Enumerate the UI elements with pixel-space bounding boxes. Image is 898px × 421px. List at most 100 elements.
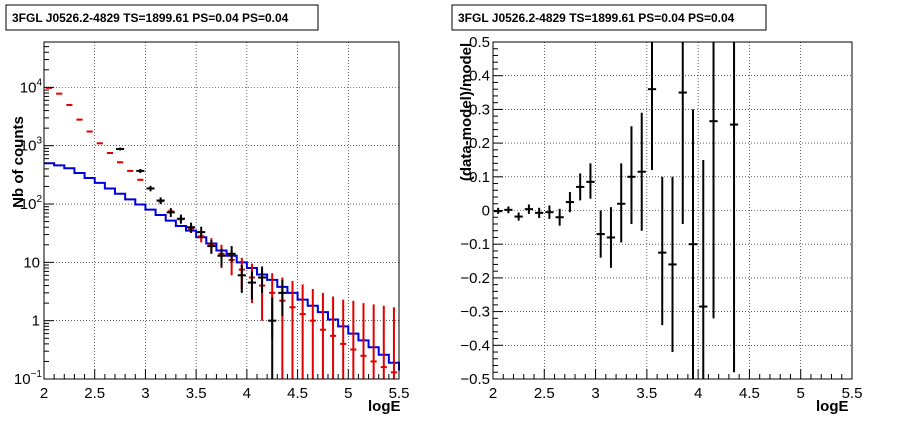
left-title: 3FGL J0526.2-4829 TS=1899.61 PS=0.04 PS=… [12, 11, 289, 25]
right-ytick-label: −0.3 [460, 304, 490, 321]
residual-point [617, 163, 626, 243]
data-point [258, 266, 267, 293]
data-point [116, 147, 125, 151]
left-ytick-label: 1 [32, 313, 40, 330]
red-model-point [86, 130, 93, 133]
residual-point [658, 176, 667, 326]
red-model-point [380, 305, 387, 379]
left-xtick-label: 4.5 [287, 385, 308, 402]
red-model-point [96, 142, 103, 145]
data-point [176, 214, 185, 224]
red-model-point [289, 280, 296, 379]
right-xtick-label: 2.5 [534, 385, 555, 402]
left-xtick-label: 5.5 [389, 385, 410, 402]
right-title-box: 3FGL J0526.2-4829 TS=1899.61 PS=0.04 PS=… [451, 4, 767, 31]
data-point [247, 271, 256, 300]
right-ytick-label: −0.5 [460, 371, 490, 388]
residual-point [606, 207, 616, 268]
residual-point [668, 176, 677, 353]
right-ytick-label: 0.4 [469, 68, 490, 85]
left-ylabel: Nb of counts [10, 116, 27, 208]
data-point [217, 248, 226, 267]
left-title-box: 3FGL J0526.2-4829 TS=1899.61 PS=0.04 PS=… [5, 4, 319, 31]
residual-point [514, 212, 523, 221]
red-model-point [127, 169, 134, 172]
residual-point [678, 42, 687, 224]
right-title: 3FGL J0526.2-4829 TS=1899.61 PS=0.04 PS=… [458, 11, 735, 25]
residual-point [596, 210, 605, 258]
data-point [136, 168, 145, 174]
right-ytick-label: −0.1 [460, 236, 490, 253]
red-model-point [360, 303, 367, 379]
red-model-point [117, 161, 124, 164]
left-ytick-label: 103 [20, 136, 43, 155]
red-model-point [370, 304, 377, 379]
right-xtick-label: 4.5 [739, 385, 760, 402]
residual-point [545, 205, 554, 219]
residual-point [555, 208, 564, 226]
right-ytick-label: −0.4 [460, 337, 490, 354]
red-model-point [106, 151, 113, 154]
data-point [278, 279, 287, 317]
left-ytick-label: 102 [20, 194, 43, 213]
left-xtick-label: 3.5 [186, 385, 207, 402]
right-xtick-label: 5.5 [842, 385, 863, 402]
residual-point [524, 204, 534, 214]
left-xtick-label: 5 [344, 385, 352, 402]
red-model-point [340, 299, 347, 379]
data-point [207, 240, 216, 254]
right-xtick-label: 5 [797, 385, 805, 402]
residual-point [709, 42, 718, 319]
residual-point [535, 207, 544, 218]
residual-point [576, 173, 585, 201]
red-model-point [66, 103, 73, 106]
red-model-point [299, 284, 306, 379]
data-point [187, 222, 196, 233]
residual-point [699, 159, 708, 379]
right-ytick-label: 0.3 [469, 101, 490, 118]
right-ytick-label: 0.1 [469, 169, 490, 186]
red-model-point [309, 288, 316, 379]
data-point [237, 265, 246, 293]
left-xtick-label: 2 [40, 385, 48, 402]
red-model-point [76, 118, 83, 121]
left-ytick-label: 10−1 [14, 369, 43, 388]
left-plot-area [44, 42, 399, 379]
right-ytick-label: −0.2 [460, 270, 490, 287]
residual-point [688, 109, 698, 379]
left-ytick-label: 10 [23, 254, 40, 271]
residual-point [565, 191, 575, 213]
right-xtick-label: 3.5 [636, 385, 657, 402]
data-point [166, 208, 175, 217]
data-point [146, 185, 155, 192]
right-xtick-label: 3 [591, 385, 599, 402]
left-xtick-label: 2.5 [84, 385, 105, 402]
residual-point [729, 42, 739, 373]
red-model-point [330, 296, 337, 379]
data-point [156, 197, 165, 205]
right-ytick-label: 0 [482, 203, 490, 220]
left-plot: 2 2.5 3 3.5 4 4.5 5 5.5 10−1 1 10 102 103 104 [14, 41, 410, 402]
residual-point [647, 42, 657, 171]
right-ytick-label: 0.5 [469, 34, 490, 51]
right-plot: 2 2.5 3 3.5 4 4.5 5 5.5 −0.5 −0.4 −0.3 −0.2 −0.1 0 0.1… [460, 34, 862, 402]
red-model-point [137, 178, 144, 181]
residual-point [627, 126, 636, 224]
left-ytick-label: 104 [20, 77, 43, 96]
data-point [268, 297, 277, 379]
data-point [197, 226, 206, 239]
left-xlabel: logE [368, 398, 401, 415]
right-ylabel: (data-model)/model [458, 43, 475, 181]
right-xlabel: logE [816, 398, 849, 415]
red-model-point [56, 92, 63, 95]
red-model-point [319, 292, 326, 379]
data-point [227, 246, 236, 263]
right-xtick-label: 4 [694, 385, 702, 402]
right-xtick-label: 2 [489, 385, 497, 402]
red-model-point [390, 307, 397, 379]
red-model-point [350, 300, 357, 379]
right-ytick-label: 0.2 [469, 135, 490, 152]
left-xtick-label: 4 [243, 385, 251, 402]
residual-point [504, 206, 513, 214]
